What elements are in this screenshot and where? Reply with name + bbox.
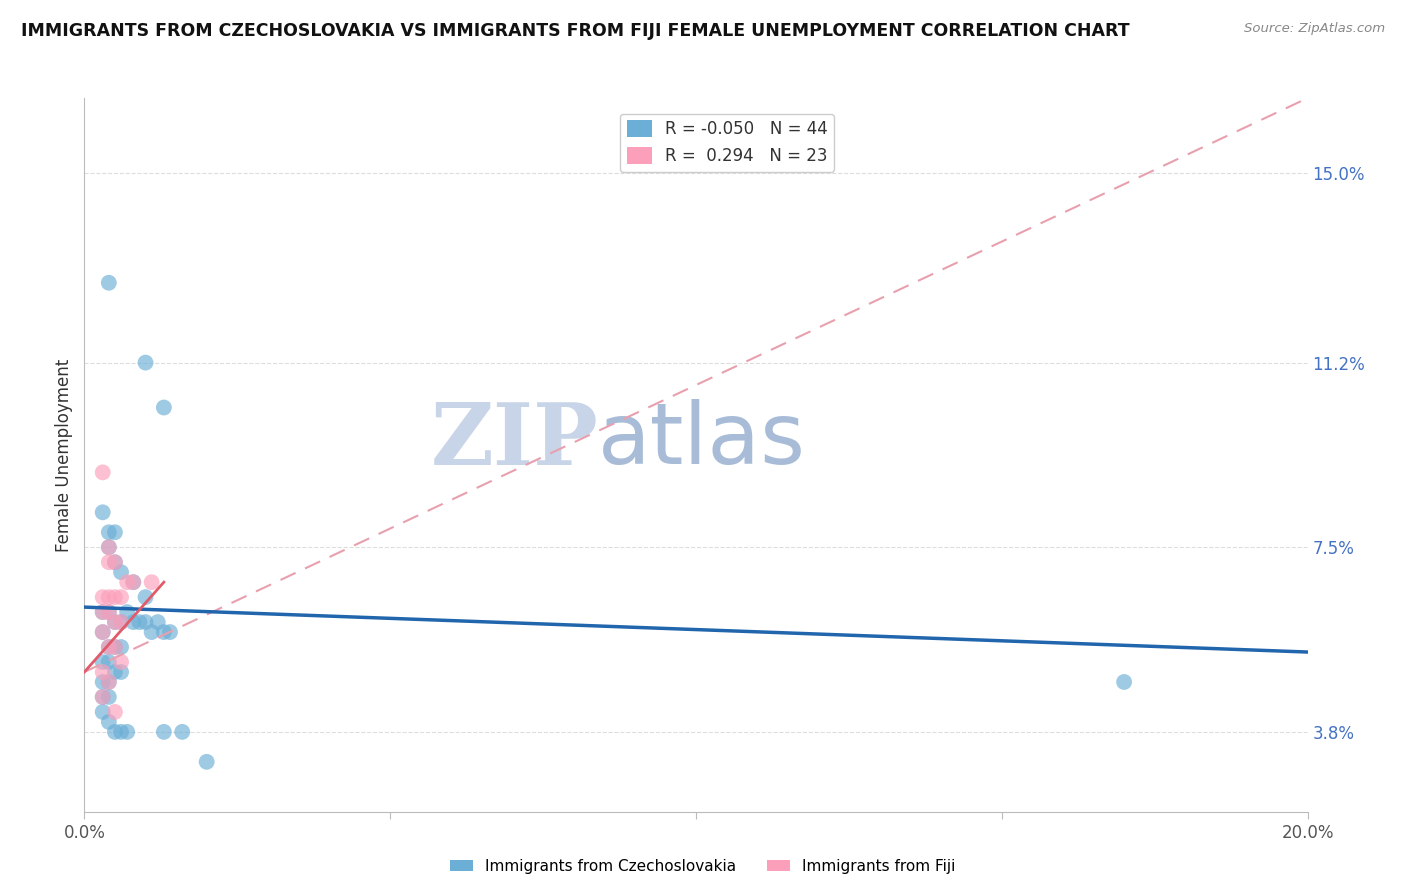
Point <box>97 605 120 619</box>
Point <box>135 590 157 604</box>
Point <box>91 690 114 704</box>
Point <box>97 605 120 619</box>
Point <box>195 755 218 769</box>
Point <box>146 615 169 629</box>
Point <box>110 655 132 669</box>
Point <box>172 724 194 739</box>
Point <box>91 625 114 640</box>
Point <box>159 625 181 640</box>
Point <box>104 705 127 719</box>
Point <box>104 590 127 604</box>
Point <box>110 615 132 629</box>
Point <box>122 575 145 590</box>
Point <box>122 615 145 629</box>
Point <box>97 525 120 540</box>
Point <box>91 625 114 640</box>
Point <box>91 605 114 619</box>
Point <box>97 540 120 554</box>
Text: ZIP: ZIP <box>430 399 598 483</box>
Point <box>1114 675 1136 690</box>
Point <box>104 555 127 569</box>
Point <box>91 466 114 480</box>
Point <box>91 505 114 519</box>
Point <box>128 615 150 629</box>
Point <box>97 540 120 554</box>
Point <box>97 590 120 604</box>
Point <box>97 640 120 654</box>
Point <box>110 640 132 654</box>
Point <box>97 555 120 569</box>
Point <box>104 724 127 739</box>
Point <box>104 640 127 654</box>
Point <box>91 605 114 619</box>
Point <box>110 665 132 679</box>
Point <box>97 640 120 654</box>
Legend: R = -0.050   N = 44, R =  0.294   N = 23: R = -0.050 N = 44, R = 0.294 N = 23 <box>620 113 834 171</box>
Point <box>115 605 138 619</box>
Point <box>104 615 127 629</box>
Point <box>91 655 114 669</box>
Point <box>97 690 120 704</box>
Text: atlas: atlas <box>598 399 806 483</box>
Point <box>115 575 138 590</box>
Point <box>110 724 132 739</box>
Text: IMMIGRANTS FROM CZECHOSLOVAKIA VS IMMIGRANTS FROM FIJI FEMALE UNEMPLOYMENT CORRE: IMMIGRANTS FROM CZECHOSLOVAKIA VS IMMIGR… <box>21 22 1129 40</box>
Point <box>115 724 138 739</box>
Point <box>141 575 163 590</box>
Point <box>104 525 127 540</box>
Legend: Immigrants from Czechoslovakia, Immigrants from Fiji: Immigrants from Czechoslovakia, Immigran… <box>444 853 962 880</box>
Point <box>91 590 114 604</box>
Point <box>97 714 120 729</box>
Point <box>135 615 157 629</box>
Point <box>153 724 176 739</box>
Text: Source: ZipAtlas.com: Source: ZipAtlas.com <box>1244 22 1385 36</box>
Point <box>97 655 120 669</box>
Point <box>104 640 127 654</box>
Point <box>97 675 120 690</box>
Point <box>153 625 176 640</box>
Point <box>110 565 132 579</box>
Point <box>91 705 114 719</box>
Point <box>91 665 114 679</box>
Y-axis label: Female Unemployment: Female Unemployment <box>55 359 73 551</box>
Point <box>104 615 127 629</box>
Point <box>110 615 132 629</box>
Point <box>135 356 157 370</box>
Point <box>91 675 114 690</box>
Point <box>122 575 145 590</box>
Point <box>153 401 176 415</box>
Point <box>97 276 120 290</box>
Point <box>104 555 127 569</box>
Point <box>104 665 127 679</box>
Point <box>141 625 163 640</box>
Point <box>91 690 114 704</box>
Point <box>97 675 120 690</box>
Point <box>110 590 132 604</box>
